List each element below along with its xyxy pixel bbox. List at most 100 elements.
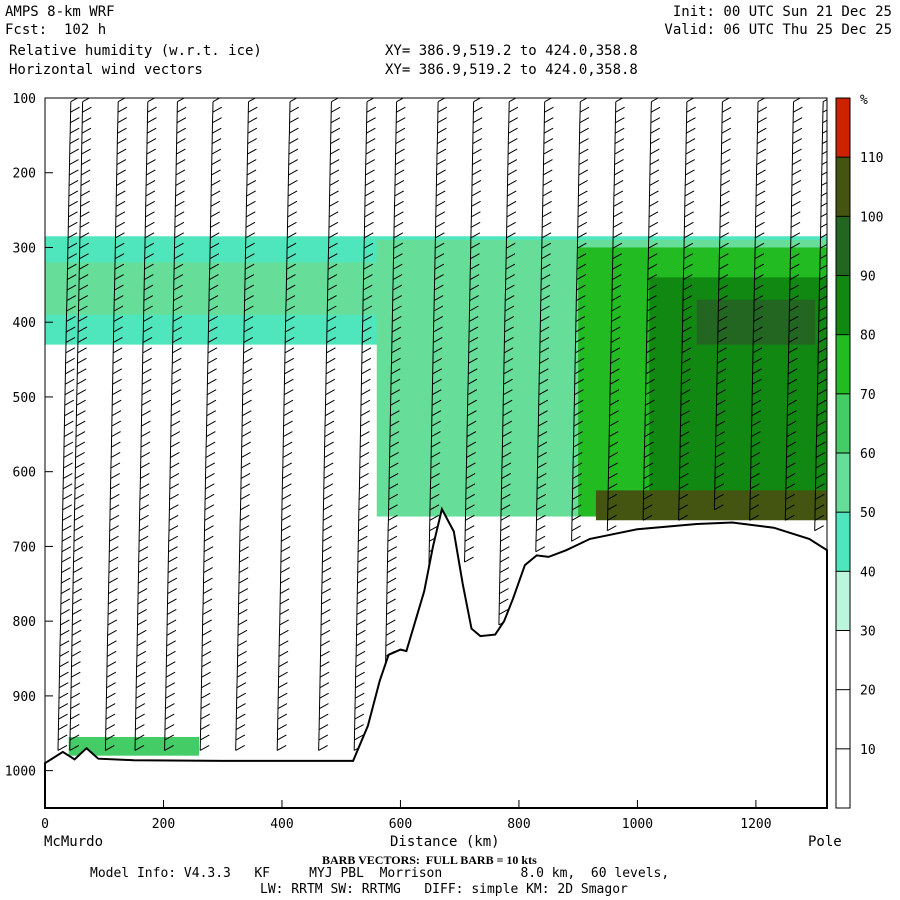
barb-tick xyxy=(502,441,512,448)
barb-tick xyxy=(175,180,186,186)
barb-tick xyxy=(615,98,624,103)
barb-tick xyxy=(508,98,517,103)
barb-tick xyxy=(79,232,90,239)
barb-tick xyxy=(142,347,153,354)
barb-tick xyxy=(288,159,298,165)
barb-tick xyxy=(73,546,83,553)
barb-tick xyxy=(464,525,475,532)
barb-tick xyxy=(719,221,730,228)
barb-tick xyxy=(500,504,511,511)
barb-tick xyxy=(112,357,123,364)
barb-tick xyxy=(199,745,210,751)
barb-tick xyxy=(502,410,513,417)
barb-tick xyxy=(469,284,480,291)
barb-tick xyxy=(436,159,447,165)
barb-tick xyxy=(106,692,116,699)
barb-tick xyxy=(544,117,554,124)
barb-tick xyxy=(165,682,176,689)
barb-tick xyxy=(170,431,181,437)
barb-tick xyxy=(113,305,124,312)
barb-profile-3 xyxy=(134,98,157,751)
barb-tick xyxy=(543,159,553,165)
barb-tick xyxy=(464,546,474,553)
barb-tick xyxy=(471,190,482,197)
barb-tick xyxy=(385,629,396,636)
x-tick-label-0: 0 xyxy=(41,817,49,832)
barb-tick xyxy=(360,431,370,437)
barb-tick xyxy=(319,703,329,710)
barb-tick xyxy=(756,138,767,145)
barb-tick xyxy=(612,232,623,239)
barb-tick xyxy=(786,441,796,448)
barb-tick xyxy=(572,462,583,469)
barb-shaft xyxy=(428,101,439,584)
barb-tick xyxy=(243,316,254,322)
barb-tick xyxy=(394,169,405,176)
barb-tick xyxy=(359,472,369,479)
barb-tick xyxy=(211,148,222,155)
barb-tick xyxy=(328,221,339,228)
barb-tick xyxy=(176,148,186,155)
barb-tick xyxy=(651,98,660,103)
barb-tick xyxy=(324,431,335,437)
barb-tick xyxy=(287,232,297,239)
barb-tick xyxy=(142,336,153,343)
barb-tick xyxy=(609,410,619,417)
barb-tick xyxy=(287,221,297,228)
barb-tick xyxy=(360,399,371,406)
barb-tick xyxy=(209,253,220,260)
barb-tick xyxy=(204,504,215,511)
barb-tick xyxy=(75,452,85,458)
barb-tick xyxy=(814,525,824,532)
barb-tick xyxy=(498,608,509,615)
barb-tick xyxy=(607,493,618,500)
barb-tick xyxy=(283,389,294,396)
barb-tick xyxy=(714,504,724,511)
barb-tick xyxy=(62,483,73,490)
colorbar-segment-2 xyxy=(836,630,850,690)
barb-tick xyxy=(395,127,406,134)
barb-tick xyxy=(392,316,402,322)
barb-tick xyxy=(386,619,396,626)
barb-tick xyxy=(502,399,513,406)
colorbar-segment-9 xyxy=(836,216,850,276)
barb-tick xyxy=(576,284,586,291)
barb-tick xyxy=(141,410,151,417)
barb-tick xyxy=(66,305,76,312)
barb-tick xyxy=(507,180,517,186)
barb-shaft xyxy=(749,101,759,521)
barb-tick xyxy=(501,483,511,490)
barb-tick xyxy=(64,378,75,385)
barb-tick xyxy=(614,127,625,134)
barb-tick xyxy=(106,671,117,678)
barb-tick xyxy=(573,441,583,448)
barb-tick xyxy=(470,232,481,239)
barb-tick xyxy=(577,211,588,218)
barb-tick xyxy=(714,493,724,500)
barb-tick xyxy=(243,326,254,333)
barb-tick xyxy=(208,326,218,333)
barb-tick xyxy=(326,326,337,333)
barb-tick xyxy=(281,535,291,542)
barb-tick xyxy=(434,253,445,260)
barb-tick xyxy=(715,431,726,437)
barb-tick xyxy=(506,242,516,249)
barb-tick xyxy=(321,588,331,594)
barb-tick xyxy=(785,483,796,490)
barb-tick xyxy=(117,106,128,113)
barb-tick xyxy=(506,211,517,218)
barb-tick xyxy=(684,200,695,207)
barb-tick xyxy=(175,169,186,176)
barb-tick xyxy=(362,305,373,312)
barb-tick xyxy=(176,138,186,145)
barb-tick xyxy=(680,410,690,417)
x-tick-label-800: 800 xyxy=(507,817,530,832)
barb-tick xyxy=(62,514,72,521)
barb-tick xyxy=(507,190,517,197)
barb-tick xyxy=(210,211,220,218)
barb-tick xyxy=(646,316,657,322)
barb-shaft xyxy=(642,101,652,521)
barb-tick xyxy=(356,598,367,605)
barb-tick xyxy=(361,378,371,385)
barb-tick xyxy=(247,127,258,134)
